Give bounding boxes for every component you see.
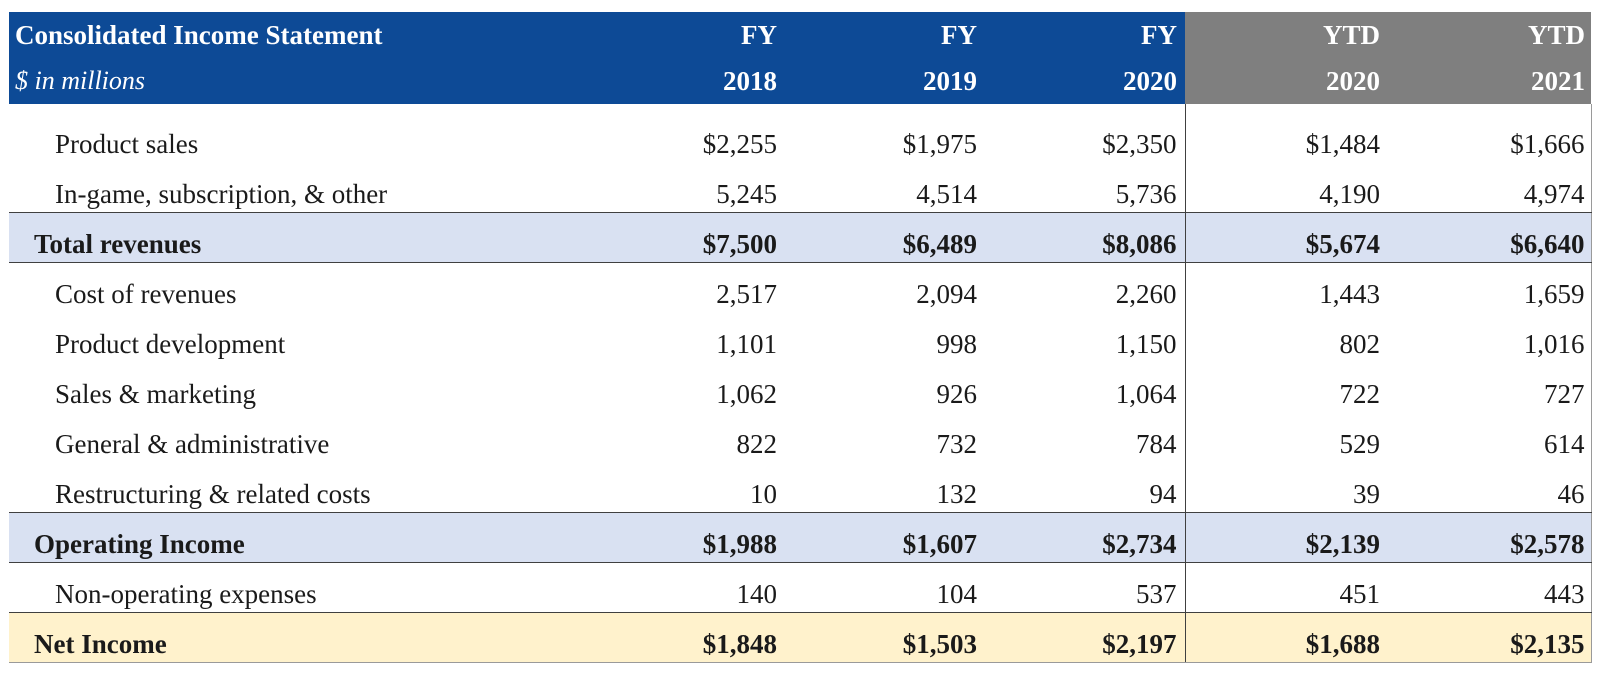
cell-ytd2021: $1,666 (1388, 104, 1592, 162)
cell-fy2018: 5,245 (585, 162, 785, 213)
cell-fy2020: 5,736 (985, 162, 1185, 213)
cell-ytd2021: 1,016 (1388, 312, 1592, 362)
row-sales-marketing: Sales & marketing 1,062 926 1,064 722 72… (9, 362, 1592, 412)
cell-fy2019: $1,503 (785, 612, 985, 663)
cell-fy2020: $2,734 (985, 512, 1185, 563)
row-cost-of-revenues: Cost of revenues 2,517 2,094 2,260 1,443… (9, 262, 1592, 312)
cell-fy2020: 2,260 (1115, 279, 1177, 309)
row-label: Operating Income (9, 512, 585, 563)
cell-fy2018: 2,517 (716, 279, 777, 309)
cell-fy2018: $7,500 (585, 212, 785, 263)
cell-ytd2020: $1,688 (1184, 612, 1388, 663)
cell-fy2019: $1,975 (902, 129, 977, 159)
row-product-sales: Product sales $2,255 $1,975 $2,350 $1,48… (9, 104, 1592, 162)
cell-fy2018: $1,988 (585, 512, 785, 563)
col-header-ytd2021-line1: YTD (1388, 12, 1591, 58)
cell-ytd2021: 443 (1388, 562, 1592, 613)
cell-ytd2021: $2,135 (1388, 612, 1592, 663)
cell-ytd2020: 39 (1184, 462, 1388, 513)
cell-fy2019: $1,607 (785, 512, 985, 563)
row-general-administrative: General & administrative 822 732 784 529… (9, 412, 1592, 462)
row-net-income: Net Income $1,848 $1,503 $2,197 $1,688 $… (9, 612, 1592, 663)
row-label: General & administrative (55, 429, 330, 459)
cell-fy2020: $8,086 (985, 212, 1185, 263)
row-restructuring-related-costs: Restructuring & related costs 10 132 94 … (9, 462, 1592, 513)
cell-ytd2021: 4,974 (1388, 162, 1592, 213)
cell-ytd2020: 529 (1184, 412, 1388, 462)
cell-fy2018: 1,062 (716, 379, 777, 409)
cell-fy2018: $2,255 (702, 129, 777, 159)
col-header-ytd2020-line2: 2020 (1185, 58, 1388, 104)
statement-subtitle: $ in millions (9, 58, 585, 104)
col-header-fy2020-line2: 2020 (985, 58, 1185, 104)
col-header-fy2018-line1: FY (585, 12, 785, 58)
cell-ytd2021: 727 (1388, 362, 1592, 412)
col-header-fy2019-line2: 2019 (785, 58, 985, 104)
cell-ytd2021: $2,578 (1388, 512, 1592, 563)
col-header-ytd2021-line2: 2021 (1388, 58, 1591, 104)
cell-fy2020: 537 (985, 562, 1185, 613)
cell-fy2020: 784 (1136, 429, 1177, 459)
row-label: Cost of revenues (55, 279, 237, 309)
cell-ytd2021: 614 (1388, 412, 1592, 462)
income-statement-sheet: Consolidated Income Statement FY FY FY Y… (9, 12, 1592, 663)
cell-ytd2020: $2,139 (1184, 512, 1388, 563)
header-row-1: Consolidated Income Statement FY FY FY Y… (9, 12, 1591, 58)
row-operating-income: Operating Income $1,988 $1,607 $2,734 $2… (9, 512, 1592, 563)
cell-fy2019: 104 (785, 562, 985, 613)
cell-fy2019: 926 (936, 379, 978, 409)
col-header-fy2018-line2: 2018 (585, 58, 785, 104)
cell-ytd2021: $6,640 (1388, 212, 1592, 263)
cell-fy2018: 10 (585, 462, 785, 513)
header-row-2: $ in millions 2018 2019 2020 2020 2021 (9, 58, 1591, 104)
cell-fy2019: 4,514 (785, 162, 985, 213)
row-label: Sales & marketing (55, 379, 256, 409)
cell-fy2019: 998 (936, 329, 978, 359)
table-body: Product sales $2,255 $1,975 $2,350 $1,48… (9, 104, 1592, 663)
cell-ytd2020: 4,190 (1184, 162, 1388, 213)
cell-ytd2020: 722 (1184, 362, 1388, 412)
income-statement-table: Consolidated Income Statement FY FY FY Y… (9, 12, 1592, 663)
cell-ytd2020: 451 (1184, 562, 1388, 613)
row-label: Net Income (9, 612, 585, 663)
cell-fy2019: 132 (785, 462, 985, 513)
cell-ytd2020: 1,443 (1184, 262, 1388, 312)
cell-ytd2021: 1,659 (1388, 262, 1592, 312)
cell-ytd2020: $5,674 (1184, 212, 1388, 263)
cell-fy2020: 1,064 (1115, 379, 1177, 409)
col-header-fy2019-line1: FY (785, 12, 985, 58)
table-header: Consolidated Income Statement FY FY FY Y… (9, 12, 1591, 104)
row-non-operating-expenses: Non-operating expenses 140 104 537 451 4… (9, 562, 1592, 613)
cell-fy2020: 1,150 (1115, 329, 1177, 359)
cell-ytd2020: $1,484 (1184, 104, 1388, 162)
cell-ytd2020: 802 (1184, 312, 1388, 362)
cell-fy2019: $6,489 (785, 212, 985, 263)
statement-title: Consolidated Income Statement (9, 12, 585, 58)
col-header-ytd2020-line1: YTD (1185, 12, 1388, 58)
cell-fy2019: 732 (936, 429, 978, 459)
cell-ytd2021: 46 (1388, 462, 1592, 513)
row-label: Product development (55, 329, 286, 359)
row-label: Non-operating expenses (9, 562, 585, 613)
cell-fy2018: $1,848 (585, 612, 785, 663)
cell-fy2018: 822 (736, 429, 778, 459)
cell-fy2018: 1,101 (716, 329, 777, 359)
row-label: Total revenues (9, 212, 585, 263)
row-total-revenues: Total revenues $7,500 $6,489 $8,086 $5,6… (9, 212, 1592, 263)
row-in-game-subscription-other: In-game, subscription, & other 5,245 4,5… (9, 162, 1592, 213)
row-product-development: Product development 1,101 998 1,150 802 … (9, 312, 1592, 362)
row-label: Restructuring & related costs (9, 462, 585, 513)
row-label: Product sales (55, 129, 199, 159)
row-label: In-game, subscription, & other (9, 162, 585, 213)
cell-fy2020: $2,350 (1102, 129, 1177, 159)
cell-fy2018: 140 (585, 562, 785, 613)
cell-fy2019: 2,094 (916, 279, 977, 309)
col-header-fy2020-line1: FY (985, 12, 1185, 58)
cell-fy2020: $2,197 (985, 612, 1185, 663)
cell-fy2020: 94 (985, 462, 1185, 513)
